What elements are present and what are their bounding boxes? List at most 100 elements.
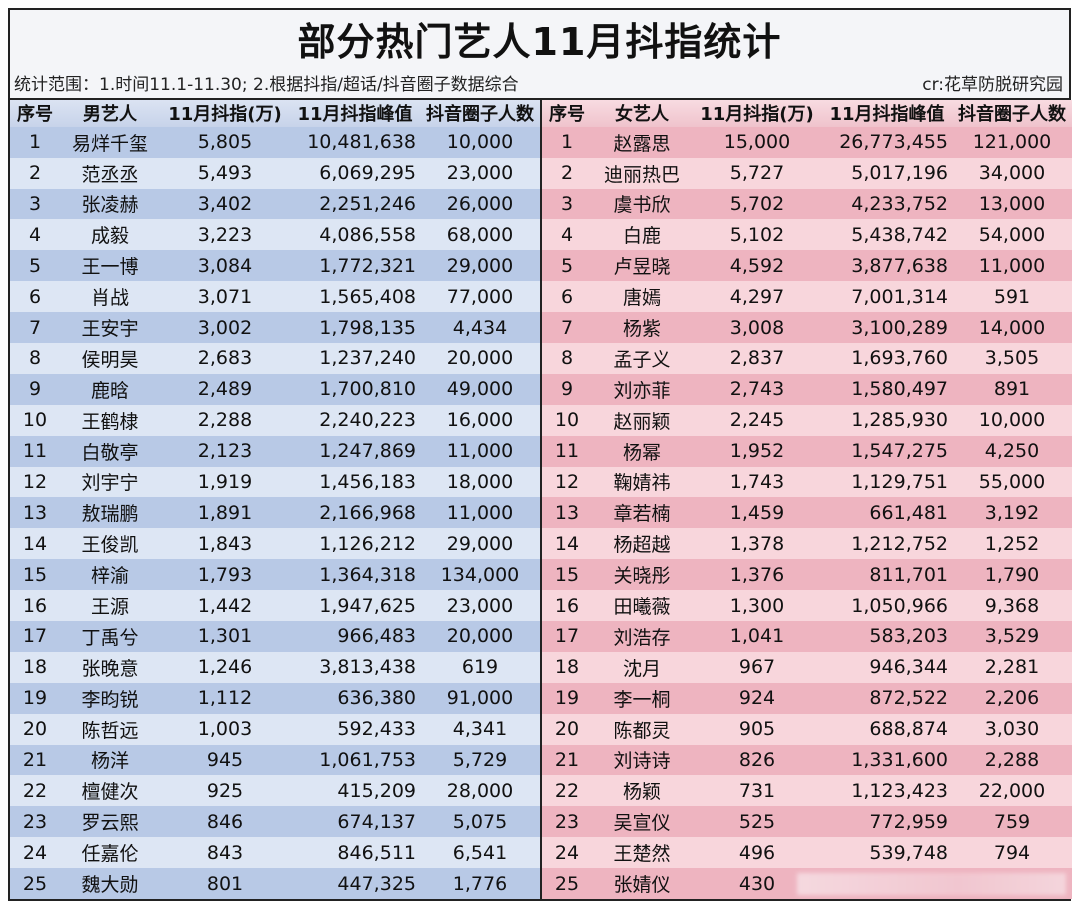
table-row: 24 王楚然 496 539,748 794 bbox=[542, 837, 1072, 869]
circle-count-cell: 5,075 bbox=[452, 810, 508, 833]
peak-cell: 1,123,423 bbox=[851, 779, 948, 802]
circle-count-cell: 3,030 bbox=[984, 718, 1040, 741]
rank-cell: 3 bbox=[28, 192, 42, 215]
rank-cell: 8 bbox=[560, 347, 574, 370]
circle-count-cell: 29,000 bbox=[446, 254, 514, 277]
name-cell: 虞书欣 bbox=[613, 194, 671, 217]
peak-cell: 661,481 bbox=[869, 501, 948, 524]
table-row: 3 虞书欣 5,702 4,233,752 13,000 bbox=[542, 188, 1072, 220]
index-cell: 945 bbox=[206, 748, 244, 771]
rank-cell: 24 bbox=[22, 841, 48, 864]
index-cell: 2,288 bbox=[197, 409, 253, 432]
rank-cell: 20 bbox=[554, 718, 580, 741]
table-row: 10 王鹤棣 2,288 2,240,223 16,000 bbox=[10, 404, 540, 436]
peak-cell: 1,547,275 bbox=[851, 440, 948, 463]
table-row: 25 魏大勋 801 447,325 1,776 bbox=[10, 868, 540, 899]
table-row: 5 卢昱晓 4,592 3,877,638 11,000 bbox=[542, 250, 1072, 282]
circle-count-cell: 891 bbox=[993, 378, 1031, 401]
rank-cell: 15 bbox=[554, 563, 580, 586]
circle-count-cell: 18,000 bbox=[446, 470, 514, 493]
circle-count-cell: 13,000 bbox=[978, 192, 1046, 215]
table-row: 6 唐嫣 4,297 7,001,314 591 bbox=[542, 281, 1072, 313]
rank-cell: 22 bbox=[554, 779, 580, 802]
index-cell: 15,000 bbox=[723, 131, 791, 154]
peak-cell: 1,237,240 bbox=[319, 347, 416, 370]
rank-cell: 17 bbox=[22, 625, 48, 648]
circle-count-cell: 794 bbox=[993, 841, 1031, 864]
index-cell: 5,702 bbox=[729, 192, 785, 215]
subtitle-bar: 统计范围：1.时间11.1-11.30; 2.根据抖指/超话/抖音圈子数据综合 … bbox=[14, 72, 1063, 98]
watermark-blur-overlay bbox=[797, 873, 1066, 895]
circle-count-cell: 16,000 bbox=[446, 409, 514, 432]
table-row: 11 杨幂 1,952 1,547,275 4,250 bbox=[542, 435, 1072, 467]
male-artist-table: 序号 男艺人 11月抖指(万) 11月抖指峰值 抖音圈子人数 1 易烊千玺 5,805 10,4… bbox=[10, 100, 542, 899]
rank-cell: 4 bbox=[28, 223, 42, 246]
table-row: 14 王俊凯 1,843 1,126,212 29,000 bbox=[10, 528, 540, 560]
name-cell: 王鹤棣 bbox=[81, 410, 139, 433]
table-row: 4 成毅 3,223 4,086,558 68,000 bbox=[10, 219, 540, 251]
name-cell: 侯明昊 bbox=[81, 348, 139, 371]
index-cell: 5,102 bbox=[729, 223, 785, 246]
circle-count-cell: 10,000 bbox=[446, 131, 514, 154]
circle-count-cell: 54,000 bbox=[978, 223, 1046, 246]
rank-cell: 1 bbox=[560, 131, 574, 154]
rank-cell: 13 bbox=[554, 501, 580, 524]
index-cell: 1,112 bbox=[197, 687, 253, 710]
circle-count-cell: 22,000 bbox=[978, 779, 1046, 802]
tables-container: 序号 男艺人 11月抖指(万) 11月抖指峰值 抖音圈子人数 1 易烊千玺 5,805 10,4… bbox=[10, 98, 1072, 899]
name-cell: 赵露思 bbox=[613, 132, 671, 155]
name-cell: 孟子义 bbox=[613, 348, 671, 371]
peak-cell: 4,233,752 bbox=[851, 192, 948, 215]
table-row: 19 李一桐 924 872,522 2,206 bbox=[542, 682, 1072, 714]
name-cell: 王源 bbox=[90, 596, 129, 619]
rank-cell: 4 bbox=[560, 223, 574, 246]
column-header: 抖音圈子人数 bbox=[426, 104, 534, 126]
table-row: 10 赵丽颖 2,245 1,285,930 10,000 bbox=[542, 404, 1072, 436]
index-cell: 925 bbox=[206, 779, 244, 802]
credit: cr:花草防脱研究园 bbox=[922, 75, 1063, 95]
name-cell: 李昀锐 bbox=[81, 688, 139, 711]
rank-cell: 17 bbox=[554, 625, 580, 648]
rank-cell: 10 bbox=[22, 409, 48, 432]
name-cell: 鞠婧祎 bbox=[613, 472, 671, 495]
rank-cell: 6 bbox=[28, 285, 42, 308]
table-row: 19 李昀锐 1,112 636,380 91,000 bbox=[10, 682, 540, 714]
circle-count-cell: 619 bbox=[461, 656, 499, 679]
circle-count-cell: 20,000 bbox=[446, 347, 514, 370]
column-header: 男艺人 bbox=[83, 104, 137, 126]
table-row: 22 檀健次 925 415,209 28,000 bbox=[10, 775, 540, 807]
index-cell: 1,041 bbox=[729, 625, 785, 648]
male-table-body: 1 易烊千玺 5,805 10,481,638 10,000 2 范丞丞 5,493 6,069… bbox=[10, 126, 540, 899]
table-row: 21 杨洋 945 1,061,753 5,729 bbox=[10, 744, 540, 776]
index-cell: 3,402 bbox=[197, 192, 253, 215]
rank-cell: 1 bbox=[28, 131, 42, 154]
rank-cell: 10 bbox=[554, 409, 580, 432]
index-cell: 3,008 bbox=[729, 316, 785, 339]
column-header: 11月抖指(万) bbox=[168, 104, 282, 126]
circle-count-cell: 55,000 bbox=[978, 470, 1046, 493]
table-row: 1 赵露思 15,000 26,773,455 121,000 bbox=[542, 126, 1072, 158]
table-row: 9 刘亦菲 2,743 1,580,497 891 bbox=[542, 373, 1072, 405]
index-cell: 3,223 bbox=[197, 223, 253, 246]
rank-cell: 6 bbox=[560, 285, 574, 308]
column-header: 序号 bbox=[549, 104, 585, 126]
name-cell: 刘浩存 bbox=[613, 626, 671, 649]
peak-cell: 592,433 bbox=[337, 718, 416, 741]
index-cell: 2,743 bbox=[729, 378, 785, 401]
table-row: 12 刘宇宁 1,919 1,456,183 18,000 bbox=[10, 466, 540, 498]
peak-cell: 872,522 bbox=[869, 687, 948, 710]
circle-count-cell: 23,000 bbox=[446, 594, 514, 617]
rank-cell: 25 bbox=[22, 872, 48, 895]
rank-cell: 7 bbox=[28, 316, 42, 339]
index-cell: 924 bbox=[738, 687, 776, 710]
rank-cell: 19 bbox=[554, 687, 580, 710]
name-cell: 刘亦菲 bbox=[613, 379, 671, 402]
name-cell: 卢昱晓 bbox=[613, 256, 671, 279]
circle-count-cell: 2,281 bbox=[984, 656, 1040, 679]
rank-cell: 20 bbox=[22, 718, 48, 741]
index-cell: 5,805 bbox=[197, 131, 253, 154]
name-cell: 鹿晗 bbox=[90, 379, 129, 402]
circle-count-cell: 5,729 bbox=[452, 748, 508, 771]
circle-count-cell: 68,000 bbox=[446, 223, 514, 246]
circle-count-cell: 49,000 bbox=[446, 378, 514, 401]
